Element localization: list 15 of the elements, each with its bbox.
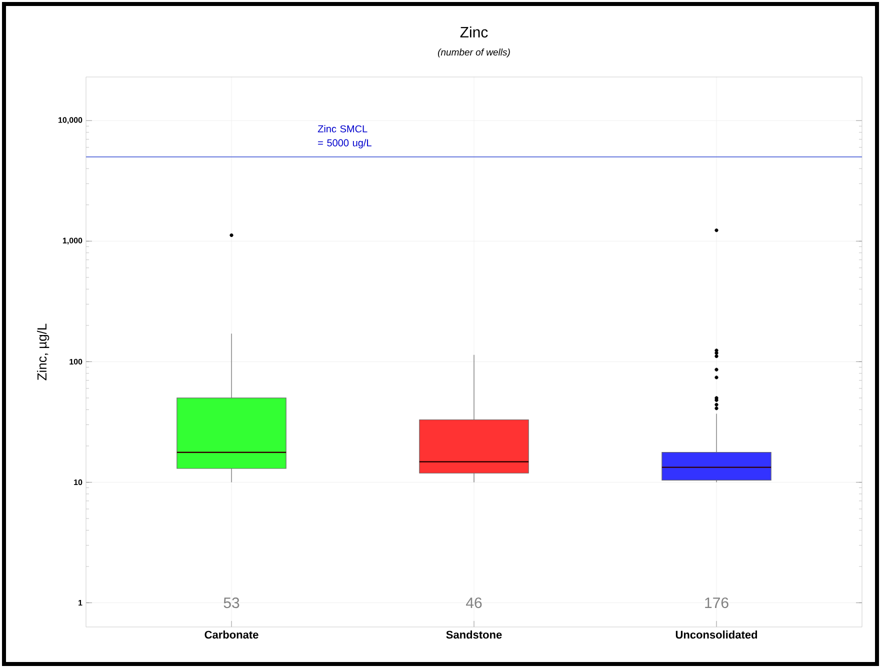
- y-tick-label: 100: [70, 358, 82, 365]
- annotation: 53: [224, 597, 240, 608]
- y-tick-label: 1,000: [62, 238, 82, 245]
- y-axis-title: Zinc, µg/L: [37, 324, 50, 380]
- ref-line-label: Zinc SMCL = 5000 ug/L: [318, 125, 372, 148]
- annotation: 46: [466, 597, 482, 608]
- x-tick-label: Sandstone: [446, 630, 502, 639]
- x-tick-label: Carbonate: [204, 630, 258, 639]
- chart-title: Zinc: [460, 26, 488, 38]
- x-tick-label: Unconsolidated: [676, 630, 758, 639]
- y-tick-label: 1: [78, 600, 82, 606]
- y-tick-label: 10: [74, 479, 82, 486]
- annotation: 176: [705, 597, 728, 608]
- y-tick-label: 10,000: [58, 117, 82, 124]
- chart-subtitle: (number of wells): [438, 48, 510, 58]
